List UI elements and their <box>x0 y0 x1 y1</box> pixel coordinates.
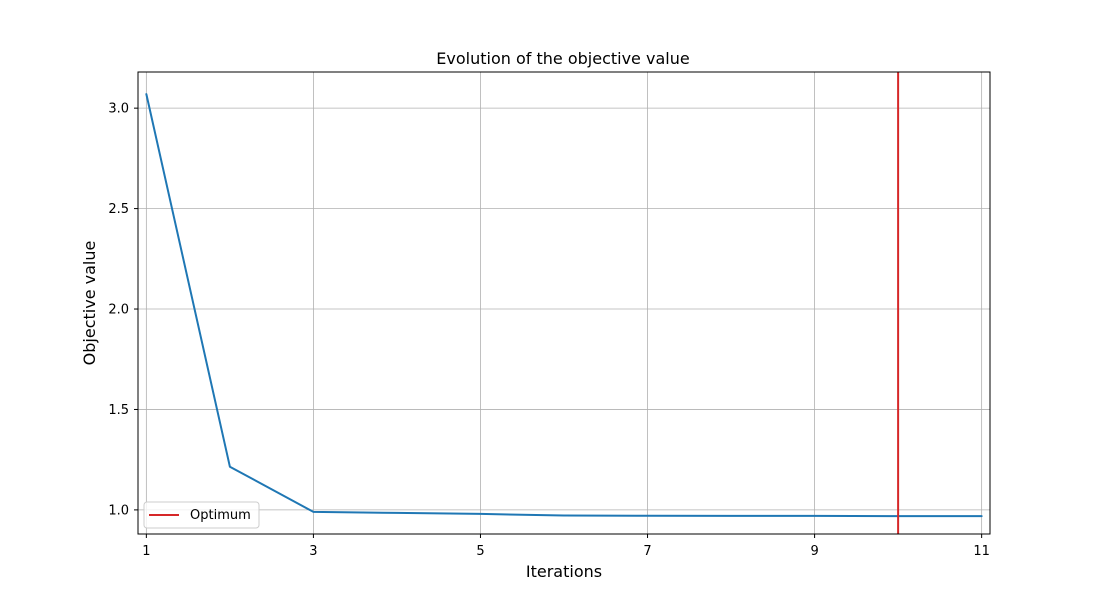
y-tick-label: 2.0 <box>108 303 129 318</box>
series-line-0 <box>145 93 983 518</box>
x-tick-label: 3 <box>309 544 317 559</box>
y-tick-label: 1.5 <box>108 403 129 418</box>
legend-box <box>143 501 260 529</box>
y-tick-label: 3.0 <box>108 102 129 117</box>
grid-layer <box>138 72 990 534</box>
y-axis-label: Objective value <box>80 241 99 366</box>
legend: Optimum <box>143 501 260 529</box>
y-tick-label: 2.5 <box>108 202 129 217</box>
x-tick-label: 9 <box>810 544 818 559</box>
plot-background <box>138 72 990 534</box>
chart-title: Evolution of the objective value <box>436 49 689 68</box>
x-axis-ticks: 1 3 5 7 9 11 <box>142 534 990 559</box>
x-tick-label: 11 <box>973 544 990 559</box>
x-axis-label: Iterations <box>526 562 602 581</box>
y-axis-ticks: 1.0 1.5 2.0 2.5 3.0 <box>108 102 138 518</box>
plot-frame <box>137 71 991 535</box>
series-layer <box>145 93 983 518</box>
x-tick-label: 5 <box>476 544 484 559</box>
x-tick-label: 1 <box>142 544 150 559</box>
y-tick-label: 1.0 <box>108 503 129 518</box>
x-tick-label: 7 <box>643 544 651 559</box>
legend-label-optimum: Optimum <box>190 508 251 523</box>
plot-area <box>137 71 991 535</box>
